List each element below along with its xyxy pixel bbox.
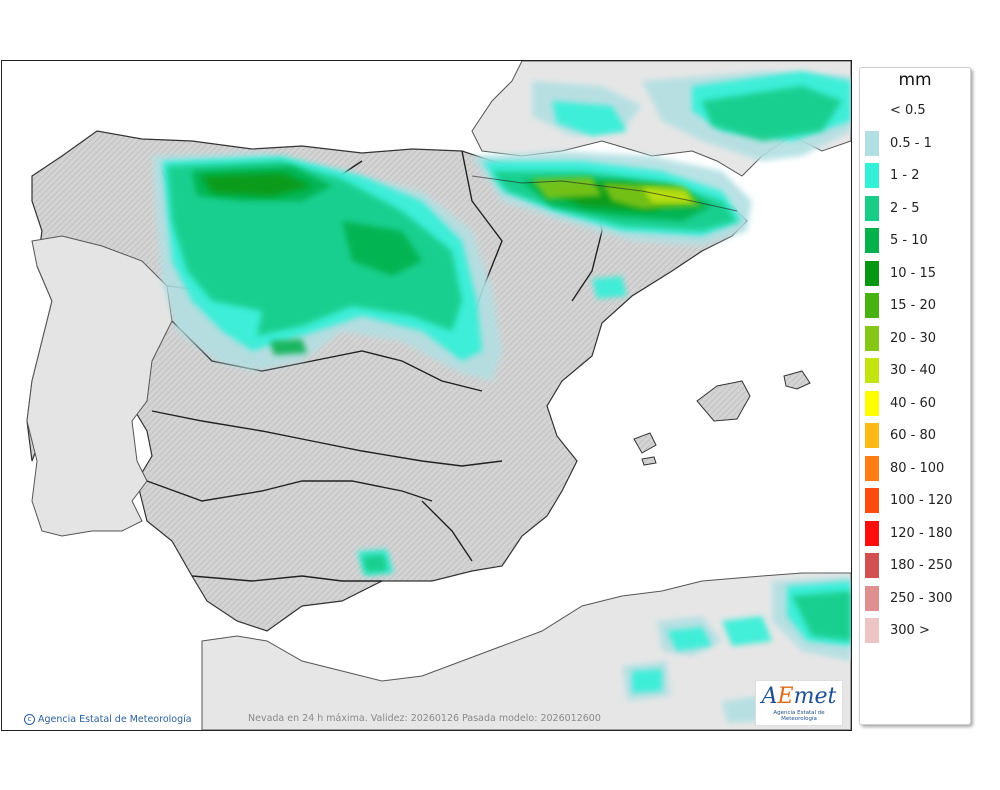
snowfall-map: c Agencia Estatal de Meteorología Nevada … xyxy=(1,60,852,731)
legend-label: 2 - 5 xyxy=(890,200,920,216)
legend-label: 1 - 2 xyxy=(890,168,920,183)
legend-swatch xyxy=(865,130,879,156)
legend-swatch xyxy=(865,325,879,351)
legend-label: 0.5 - 1 xyxy=(890,135,932,151)
legend-label: 30 - 40 xyxy=(890,363,937,378)
legend-label: 300 > xyxy=(890,623,930,638)
legend-label: 120 - 180 xyxy=(890,525,953,541)
legend-item: 2 - 5 xyxy=(860,195,970,226)
legend-panel: mm < 0.5 0.5 - 1 1 - 2 2 - 5 5 - 10 10 - 15 15… xyxy=(859,67,971,725)
copyright-icon: c xyxy=(24,714,35,725)
legend-item: 1 - 2 xyxy=(860,163,970,193)
legend-label: 15 - 20 xyxy=(890,298,937,313)
legend-swatch xyxy=(865,293,879,318)
legend-swatch xyxy=(865,553,879,578)
legend-swatch xyxy=(865,520,879,546)
legend-item: 0.5 - 1 xyxy=(860,130,970,161)
legend-label: 20 - 30 xyxy=(890,330,937,346)
legend-label: 60 - 80 xyxy=(890,428,937,443)
aemet-logo: AEmet Agencia Estatal de Meteorología xyxy=(755,680,843,726)
legend-item: 5 - 10 xyxy=(860,228,970,258)
legend-label: 80 - 100 xyxy=(890,460,945,476)
legend-swatch xyxy=(865,455,879,481)
africa-land xyxy=(201,572,851,730)
legend-label: 250 - 300 xyxy=(890,590,953,606)
legend-item: 120 - 180 xyxy=(860,520,970,551)
pyrenees-ridge xyxy=(471,175,738,212)
legend-swatch xyxy=(865,228,879,253)
legend-label: 10 - 15 xyxy=(890,265,937,281)
map-canvas xyxy=(26,61,851,730)
legend-item: 30 - 40 xyxy=(860,358,970,388)
legend-label: 5 - 10 xyxy=(890,233,928,248)
mallorca-land xyxy=(696,380,751,422)
legend-swatch xyxy=(865,163,879,188)
legend-swatch xyxy=(865,98,879,123)
legend-item: 80 - 100 xyxy=(860,455,970,486)
ibiza-land xyxy=(633,432,657,454)
legend-item: < 0.5 xyxy=(860,98,970,128)
legend-swatch xyxy=(865,488,879,513)
legend-item: 250 - 300 xyxy=(860,585,970,616)
legend-item: 15 - 20 xyxy=(860,293,970,323)
legend-unit: mm xyxy=(898,70,932,90)
formentera-land xyxy=(641,456,657,466)
legend-swatch xyxy=(865,260,879,286)
legend-label: 100 - 120 xyxy=(890,493,953,508)
legend-swatch xyxy=(865,358,879,383)
legend-item: 10 - 15 xyxy=(860,260,970,291)
legend-swatch xyxy=(865,195,879,221)
map-caption: Nevada en 24 h máxima. Validez: 20260126… xyxy=(248,713,601,724)
legend-label: < 0.5 xyxy=(890,103,926,118)
logo-wordmark: AEmet xyxy=(761,684,837,709)
legend-label: 40 - 60 xyxy=(890,395,937,411)
legend-swatch xyxy=(865,618,879,643)
legend-item: 100 - 120 xyxy=(860,488,970,518)
legend-swatch xyxy=(865,390,879,416)
legend-swatch xyxy=(865,423,879,448)
legend-item: 20 - 30 xyxy=(860,325,970,356)
credit-text: Agencia Estatal de Meteorología xyxy=(38,714,192,725)
legend-item: 180 - 250 xyxy=(860,553,970,583)
credit-label[interactable]: c Agencia Estatal de Meteorología xyxy=(24,714,192,725)
legend-item: 60 - 80 xyxy=(860,423,970,453)
logo-subtitle: Agencia Estatal de Meteorología xyxy=(773,710,825,722)
menorca-land xyxy=(783,370,811,390)
legend-swatch xyxy=(865,585,879,611)
legend-item: 40 - 60 xyxy=(860,390,970,421)
legend-label: 180 - 250 xyxy=(890,558,953,573)
legend-item: 300 > xyxy=(860,618,970,648)
